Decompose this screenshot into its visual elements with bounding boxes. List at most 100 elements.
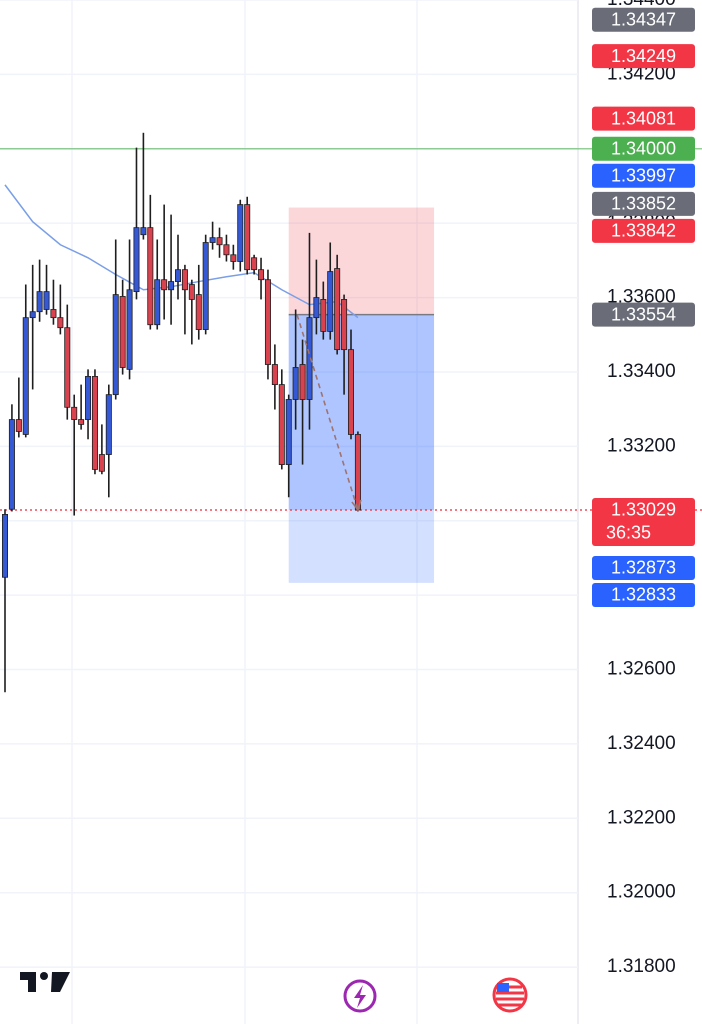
candle-body [112, 294, 119, 396]
candle-body [216, 237, 223, 246]
candle-body [278, 384, 285, 465]
price-badge [592, 44, 695, 69]
price-badge-label: 1.34081 [611, 108, 676, 128]
y-tick-label: 1.33600 [607, 287, 676, 308]
y-tick-label: 1.32200 [607, 807, 676, 828]
candle-body [313, 297, 320, 319]
y-tick-label: 1.32400 [607, 733, 676, 754]
candle-body [341, 299, 348, 351]
price-badge [592, 497, 695, 546]
candle-body [223, 244, 230, 256]
candle-body [147, 227, 154, 326]
candle-body [71, 406, 78, 420]
candle-body [292, 367, 299, 400]
y-tick-label: 1.33200 [607, 435, 676, 456]
projection-arrowhead [351, 499, 362, 512]
logo-part [20, 972, 36, 992]
price-badge [592, 106, 695, 131]
price-badge-label: 1.33554 [611, 304, 676, 324]
stop-zone [288, 207, 435, 315]
price-badge-label: 1.32873 [611, 558, 676, 578]
candle-body [91, 376, 98, 470]
candle-body [105, 394, 112, 455]
tradingview-logo[interactable] [20, 972, 70, 992]
candle-body [306, 317, 313, 400]
target-zone [288, 314, 435, 583]
price-badge [592, 302, 695, 327]
price-badge [592, 163, 695, 188]
y-tick-label: 1.34200 [607, 63, 676, 84]
candle-body [354, 434, 361, 511]
y-tick-label: 1.33400 [607, 361, 676, 382]
candle-body [57, 317, 64, 329]
y-tick-label: 1.34400 [607, 0, 676, 10]
icon-bolt [354, 985, 366, 1008]
price-badge-label: 1.33852 [611, 194, 676, 214]
candle-body [202, 242, 209, 330]
candle-body [22, 317, 29, 435]
candle-body [188, 284, 195, 300]
candle-body [64, 327, 71, 408]
flag-button[interactable] [492, 977, 528, 1013]
candle-body [299, 364, 306, 400]
candle-body [264, 279, 271, 365]
candle-body [251, 257, 258, 271]
candle-body [119, 296, 126, 368]
candle-body [244, 204, 251, 271]
price-badge-label: 1.33997 [611, 166, 676, 186]
open-pnl-zone [288, 314, 435, 510]
logo-part [40, 972, 48, 980]
candle-body [271, 364, 278, 386]
y-tick-label: 1.32600 [607, 659, 676, 680]
candle-body [181, 269, 188, 291]
price-badge-label: 1.34249 [611, 46, 676, 66]
candle-body [168, 281, 175, 291]
candle-body [174, 269, 181, 282]
y-tick-label: 1.32000 [607, 882, 676, 903]
candle-body [285, 399, 292, 465]
icon-stripes [496, 985, 524, 1007]
candle-body [237, 204, 244, 262]
candle-body [209, 237, 216, 243]
price-badge [592, 582, 695, 607]
price-badge-label: 1.33029 [611, 500, 676, 520]
icon-ring [343, 979, 377, 1013]
candle-body [98, 454, 105, 472]
candle-body [334, 268, 341, 351]
candle-body [195, 294, 202, 330]
candle-body [140, 227, 147, 236]
price-badge-label: 1.32833 [611, 585, 676, 605]
price-badge [592, 218, 695, 243]
price-badge [592, 191, 695, 216]
candle-body [78, 419, 85, 425]
logo-part [51, 972, 70, 992]
candle-body [230, 254, 237, 262]
projection-arrow [296, 314, 359, 511]
y-tick-label: 1.31800 [607, 956, 676, 977]
candle-body [154, 279, 161, 326]
candle-body [327, 271, 334, 332]
countdown: 36:35 [606, 523, 651, 543]
time-grid [71, 0, 579, 1024]
candle-body [126, 289, 133, 370]
lightning-button[interactable] [343, 979, 377, 1013]
price-badge [592, 136, 695, 161]
price-badge-label: 1.34000 [611, 139, 676, 159]
candle-body [50, 309, 57, 319]
candle-body [161, 279, 168, 291]
price-badge [592, 555, 695, 580]
candle-body [133, 227, 140, 293]
price-badge [592, 7, 695, 32]
candle-body [15, 419, 22, 432]
candle-body [320, 299, 327, 332]
candle-body [43, 291, 50, 310]
candle-body [8, 419, 15, 510]
candle-body [2, 514, 8, 578]
candle-body [258, 269, 265, 281]
price-badge-label: 1.33842 [611, 221, 676, 241]
plot: 1.31800 1.32000 1.32200 1.32400 1.32600 1.328… [0, 0, 702, 977]
candle-body [29, 311, 36, 319]
candle-body [36, 291, 43, 313]
